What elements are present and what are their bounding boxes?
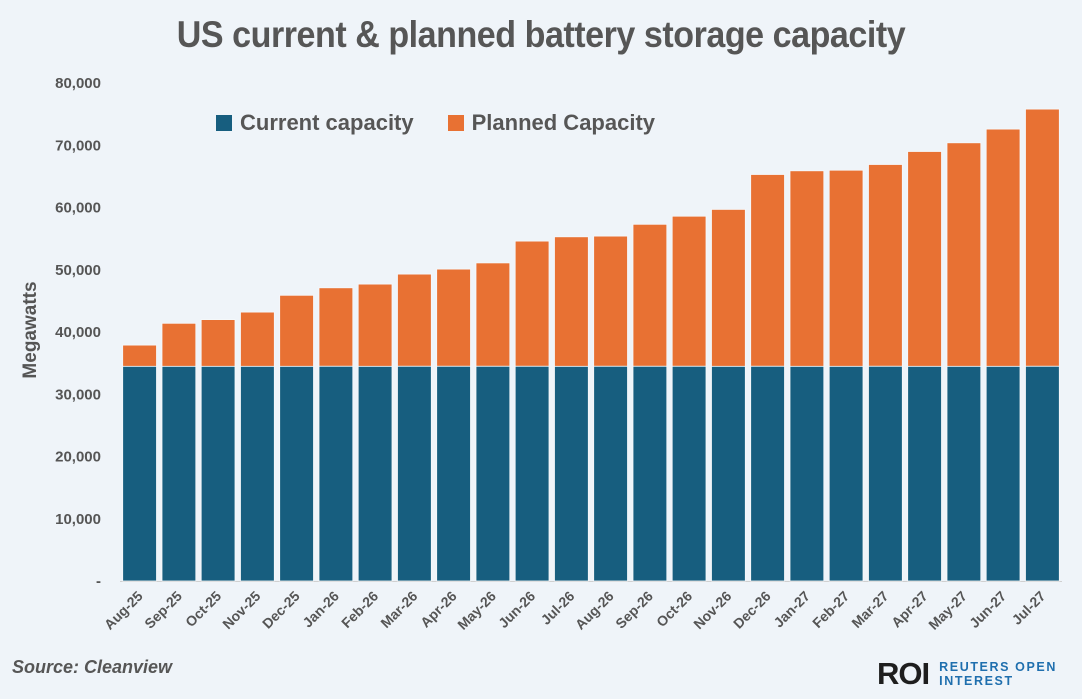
y-tick-label: 30,000 bbox=[55, 386, 101, 403]
bar-current-capacity bbox=[318, 365, 354, 582]
legend-item-planned: Planned Capacity bbox=[447, 110, 656, 136]
bar-planned-capacity bbox=[711, 208, 746, 367]
bar-planned-capacity bbox=[240, 311, 275, 367]
bar-current-capacity bbox=[240, 365, 275, 582]
bar-current-capacity bbox=[475, 365, 511, 582]
x-tick-label: Feb-26 bbox=[338, 588, 381, 631]
bar-current-capacity bbox=[554, 365, 589, 582]
x-tick-label: Apr-27 bbox=[888, 588, 931, 631]
bar-current-capacity bbox=[632, 365, 668, 582]
y-tick-label: 40,000 bbox=[55, 324, 101, 341]
bar-current-capacity bbox=[514, 365, 550, 582]
x-tick-label: Oct-26 bbox=[653, 588, 695, 630]
bar-planned-capacity bbox=[632, 223, 668, 367]
y-tick-label: 50,000 bbox=[55, 262, 101, 279]
bar-current-capacity bbox=[985, 365, 1021, 582]
roi-logo-line2: INTEREST bbox=[939, 674, 1014, 688]
bar-current-capacity bbox=[357, 365, 393, 582]
bar-planned-capacity bbox=[318, 287, 354, 367]
bar-planned-capacity bbox=[514, 240, 550, 367]
bar-current-capacity bbox=[828, 365, 864, 582]
x-axis: Aug-25Sep-25Oct-25Nov-25Dec-25Jan-26Feb-… bbox=[101, 588, 1049, 633]
bars bbox=[122, 108, 1060, 582]
bar-planned-capacity bbox=[868, 164, 903, 367]
bar-current-capacity bbox=[122, 365, 157, 582]
x-tick-label: Jun-27 bbox=[966, 588, 1009, 631]
x-tick-label: Dec-25 bbox=[259, 588, 303, 632]
roi-logo-text: REUTERS OPEN INTEREST bbox=[939, 660, 1057, 688]
bar-planned-capacity bbox=[436, 268, 471, 367]
bar-current-capacity bbox=[279, 365, 314, 582]
y-axis: - 10,000 20,000 30,000 40,000 50,000 60,000 70,… bbox=[55, 75, 1062, 590]
bar-current-capacity bbox=[161, 365, 197, 582]
bar-planned-capacity bbox=[122, 344, 157, 367]
bar-current-capacity bbox=[789, 365, 825, 582]
x-tick-label: Aug-25 bbox=[101, 588, 146, 633]
bar-current-capacity bbox=[868, 365, 903, 582]
roi-logo-line1: REUTERS OPEN bbox=[939, 660, 1057, 674]
legend-label-current: Current capacity bbox=[240, 110, 414, 135]
x-tick-label: Feb-27 bbox=[809, 588, 852, 631]
bar-current-capacity bbox=[593, 365, 628, 582]
bar-current-capacity bbox=[397, 365, 432, 582]
x-tick-label: Sep-25 bbox=[141, 588, 185, 632]
roi-logo-mark: ROI bbox=[877, 656, 930, 691]
legend-item-current: Current capacity bbox=[216, 110, 414, 136]
bar-planned-capacity bbox=[671, 215, 707, 367]
x-tick-label: Mar-27 bbox=[848, 588, 891, 631]
x-tick-label: Jan-26 bbox=[299, 588, 342, 631]
x-tick-label: Sep-26 bbox=[612, 588, 656, 632]
legend-label-planned: Planned Capacity bbox=[471, 110, 656, 135]
bar-current-capacity bbox=[1025, 365, 1060, 582]
x-tick-label: Dec-26 bbox=[730, 588, 774, 632]
bar-current-capacity bbox=[907, 365, 942, 582]
bar-planned-capacity bbox=[907, 151, 942, 367]
y-axis-title: Megawatts bbox=[20, 281, 41, 378]
source-note: Source: Cleanview bbox=[12, 657, 173, 677]
y-tick-label: - bbox=[96, 573, 101, 590]
bar-planned-capacity bbox=[357, 283, 393, 367]
x-tick-label: Aug-26 bbox=[572, 588, 617, 633]
roi-logo: ROI REUTERS OPEN INTEREST bbox=[877, 656, 1057, 692]
bar-planned-capacity bbox=[789, 170, 825, 367]
y-tick-label: 20,000 bbox=[55, 449, 101, 466]
bar-planned-capacity bbox=[161, 322, 197, 367]
bar-current-capacity bbox=[671, 365, 707, 582]
bar-current-capacity bbox=[436, 365, 471, 582]
x-tick-label: Nov-25 bbox=[219, 588, 263, 632]
bar-planned-capacity bbox=[828, 169, 864, 367]
bar-planned-capacity bbox=[554, 236, 589, 367]
legend-swatch-planned bbox=[447, 115, 464, 131]
bar-planned-capacity bbox=[946, 142, 982, 367]
bar-current-capacity bbox=[711, 365, 746, 582]
y-tick-label: 80,000 bbox=[55, 75, 101, 92]
x-tick-label: Jul-27 bbox=[1009, 588, 1049, 628]
x-tick-label: Mar-26 bbox=[377, 588, 420, 631]
x-tick-label: Oct-25 bbox=[182, 588, 224, 630]
bar-planned-capacity bbox=[750, 174, 785, 367]
bar-current-capacity bbox=[200, 365, 236, 582]
y-tick-label: 60,000 bbox=[55, 200, 101, 217]
bar-planned-capacity bbox=[397, 273, 432, 367]
legend: Current capacity Planned Capacity bbox=[216, 110, 655, 136]
bar-planned-capacity bbox=[1025, 108, 1060, 367]
x-tick-label: Nov-26 bbox=[690, 588, 734, 632]
bar-planned-capacity bbox=[475, 262, 511, 367]
x-tick-label: May-27 bbox=[925, 588, 970, 633]
bar-planned-capacity bbox=[593, 235, 628, 367]
bar-planned-capacity bbox=[279, 294, 314, 367]
x-tick-label: May-26 bbox=[454, 588, 499, 633]
bar-planned-capacity bbox=[985, 128, 1021, 367]
x-tick-label: Apr-26 bbox=[417, 588, 460, 631]
y-tick-label: 10,000 bbox=[55, 511, 101, 528]
y-tick-label: 70,000 bbox=[55, 137, 101, 154]
x-tick-label: Jun-26 bbox=[495, 588, 538, 631]
chart-title: US current & planned battery storage cap… bbox=[176, 14, 906, 55]
bar-planned-capacity bbox=[200, 319, 236, 367]
legend-swatch-current bbox=[216, 115, 232, 131]
x-tick-label: Jan-27 bbox=[770, 588, 813, 631]
bar-current-capacity bbox=[750, 365, 785, 582]
bar-current-capacity bbox=[946, 365, 982, 582]
